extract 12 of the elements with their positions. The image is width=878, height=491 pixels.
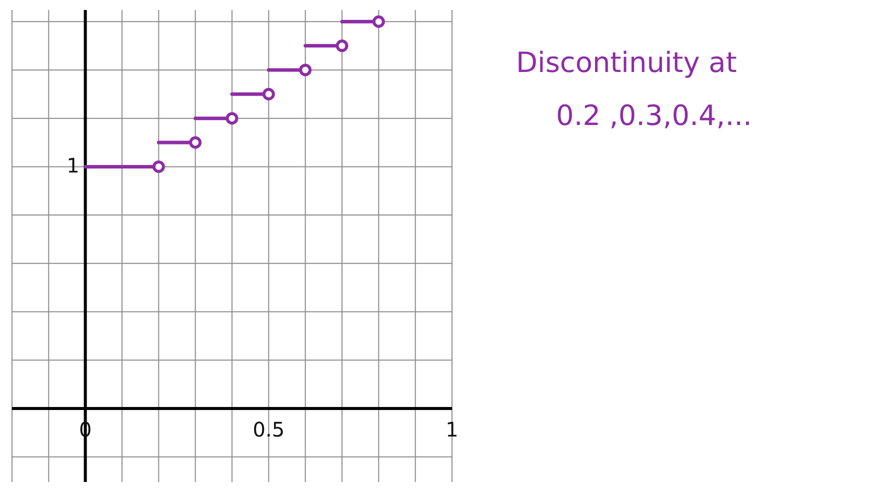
point [152,160,165,173]
point [336,40,348,52]
text: 0.2 ,0.3,0.4,... [555,98,752,134]
point [372,15,385,28]
point [262,88,275,100]
x-tick-label: 0.5 [252,417,285,442]
annotation: 1 [66,154,80,178]
x-tick-label: 1 [446,417,458,442]
point [226,112,238,125]
text: Discontinuity at [516,45,738,81]
point [189,136,202,149]
point [299,64,312,76]
